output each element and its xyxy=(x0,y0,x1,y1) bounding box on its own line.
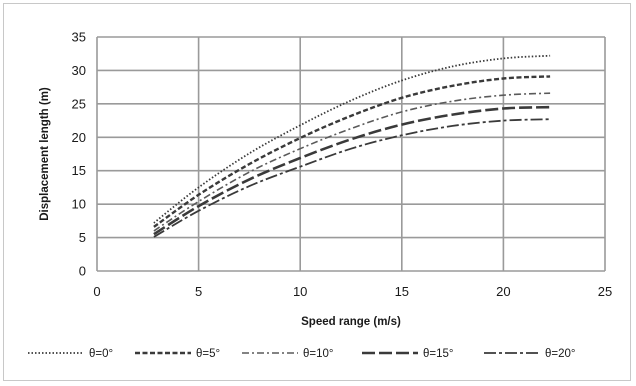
x-tick-label: 10 xyxy=(293,284,307,299)
y-tick-label: 20 xyxy=(72,130,86,145)
y-tick-label: 5 xyxy=(79,230,86,245)
x-tick-label: 20 xyxy=(496,284,510,299)
series-line-5 xyxy=(153,118,551,238)
series-line-2 xyxy=(153,75,551,228)
y-tick-label: 0 xyxy=(79,264,86,279)
y-axis-title: Displacement length (m) xyxy=(39,87,51,221)
legend: θ=0° θ=5° θ=10° θ=15° θ=20° xyxy=(28,348,576,360)
series-line-1 xyxy=(153,54,551,224)
series-layer xyxy=(153,54,551,238)
series-line-4 xyxy=(153,105,551,236)
chart-frame xyxy=(3,3,631,381)
y-tick-label: 25 xyxy=(72,96,86,111)
legend-label: θ=10° xyxy=(303,348,334,360)
y-tick-label: 35 xyxy=(72,30,86,45)
series-line-3 xyxy=(153,92,551,232)
grid xyxy=(96,36,606,272)
y-tick-label: 30 xyxy=(72,63,86,78)
legend-label: θ=15° xyxy=(423,348,454,360)
axes-layer: 0 5 10 15 20 25 30 35 0 5 10 15 20 25 xyxy=(72,30,613,300)
legend-label: θ=0° xyxy=(89,348,113,360)
x-axis-title: Speed range (m/s) xyxy=(301,316,401,328)
y-tick-label: 15 xyxy=(72,163,86,178)
x-tick-label: 15 xyxy=(395,284,409,299)
x-tick-label: 5 xyxy=(195,284,202,299)
legend-label: θ=20° xyxy=(545,348,576,360)
x-tick-label: 25 xyxy=(598,284,612,299)
y-tick-label: 10 xyxy=(72,197,86,212)
legend-label: θ=5° xyxy=(196,348,220,360)
x-tick-label: 0 xyxy=(93,284,100,299)
